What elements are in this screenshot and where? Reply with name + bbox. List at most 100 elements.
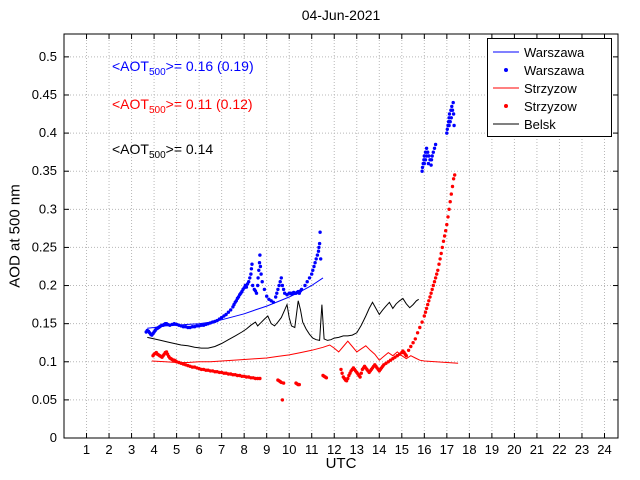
data-point	[426, 302, 430, 307]
data-point	[299, 287, 304, 292]
x-tick-label: 21	[530, 442, 544, 457]
data-point	[271, 300, 276, 304]
legend-label: Warszawa	[524, 62, 585, 78]
data-point	[450, 184, 455, 189]
x-axis-label: UTC	[325, 455, 357, 472]
chart-title: 04-Jun-2021	[301, 7, 381, 23]
data-point	[281, 381, 286, 385]
annotation-subscript: 500	[148, 66, 166, 78]
data-point	[447, 123, 451, 128]
annotation-text: >= 0.11 (0.12)	[165, 96, 253, 112]
annotation-warszawa-mean: <AOT500>= 0.16 (0.19)	[112, 58, 254, 78]
legend-dot-sample	[488, 101, 524, 111]
x-tick-label: 16	[417, 442, 431, 457]
data-point	[438, 257, 442, 261]
data-point	[305, 280, 309, 284]
x-tick-label: 20	[507, 442, 521, 457]
data-point	[310, 272, 314, 276]
data-point	[422, 314, 426, 318]
data-point	[429, 291, 433, 295]
annotation-subscript: 500	[148, 104, 166, 116]
annotation-text: <AOT	[112, 96, 149, 112]
data-point	[277, 283, 281, 288]
y-tick-label: 0.15	[32, 316, 57, 331]
data-point	[311, 268, 315, 272]
data-point	[448, 200, 452, 204]
data-point	[439, 251, 443, 256]
data-point	[275, 291, 279, 295]
data-point	[259, 272, 263, 276]
y-tick-label: 0.25	[32, 239, 57, 254]
data-point	[433, 276, 438, 280]
x-tick-label: 9	[263, 442, 270, 457]
data-point	[420, 169, 424, 173]
x-tick-label: 23	[575, 442, 589, 457]
y-tick-label: 0.05	[32, 392, 57, 407]
data-point	[420, 165, 425, 170]
data-point	[258, 253, 262, 257]
legend-label: Belsk	[524, 116, 556, 132]
data-point	[359, 371, 363, 375]
legend-item-belsk-line: Belsk	[488, 115, 611, 133]
legend-item-warszawa-scatter: Warszawa	[488, 61, 611, 79]
y-tick-label: 0.45	[32, 87, 57, 102]
data-point	[437, 262, 441, 266]
series-strzyzow-dots	[151, 173, 457, 402]
annotation-subscript: 500	[148, 149, 166, 161]
x-tick-label: 5	[173, 442, 180, 457]
legend-label: Strzyzow	[524, 80, 577, 96]
data-point	[445, 127, 449, 131]
data-point	[257, 261, 262, 265]
data-point	[429, 163, 433, 167]
data-point	[244, 285, 249, 289]
data-point	[428, 295, 432, 299]
data-point	[280, 283, 285, 288]
data-point	[448, 120, 452, 124]
data-point	[224, 312, 228, 317]
data-point	[427, 154, 431, 158]
data-point	[423, 158, 428, 162]
data-point	[446, 215, 450, 219]
legend-sample-glyph	[504, 68, 508, 72]
data-point	[257, 268, 261, 272]
y-tick-label: 0.5	[39, 49, 57, 64]
data-point	[278, 280, 282, 284]
data-point	[226, 310, 231, 314]
data-point	[430, 154, 434, 158]
ticks	[64, 34, 618, 439]
data-point	[436, 268, 440, 272]
data-point	[451, 100, 455, 105]
x-tick-label: 15	[395, 442, 409, 457]
legend-line-sample	[488, 119, 524, 129]
annotation-text: <AOT	[112, 58, 149, 74]
y-tick-label: 0.35	[32, 163, 57, 178]
y-axis-label: AOD at 500 nm	[6, 184, 24, 288]
data-point	[404, 354, 408, 358]
data-point	[339, 367, 343, 372]
axes-box	[63, 33, 619, 439]
data-point	[433, 142, 438, 147]
data-point	[450, 108, 455, 112]
x-tick-label: 10	[282, 442, 296, 457]
legend-item-warszawa-line: Warszawa	[488, 43, 611, 61]
data-point	[274, 295, 278, 299]
data-point	[432, 146, 437, 150]
data-point	[447, 112, 452, 116]
data-point	[423, 310, 428, 314]
annotation-belsk-mean: <AOT500>= 0.14	[112, 141, 213, 161]
data-point	[260, 280, 264, 284]
data-point	[452, 123, 456, 128]
data-point	[250, 262, 254, 266]
data-point	[262, 287, 267, 292]
data-point	[258, 264, 263, 269]
data-point	[444, 229, 448, 233]
y-tick-label: 0.1	[39, 354, 57, 369]
x-tick-label: 17	[440, 442, 454, 457]
x-tick-label: 3	[128, 442, 135, 457]
data-point	[254, 291, 259, 295]
legend-sample-glyph	[493, 51, 519, 53]
data-point	[279, 276, 283, 280]
legend-sample-dot	[504, 68, 508, 72]
data-point	[430, 287, 434, 292]
data-point	[256, 276, 260, 280]
